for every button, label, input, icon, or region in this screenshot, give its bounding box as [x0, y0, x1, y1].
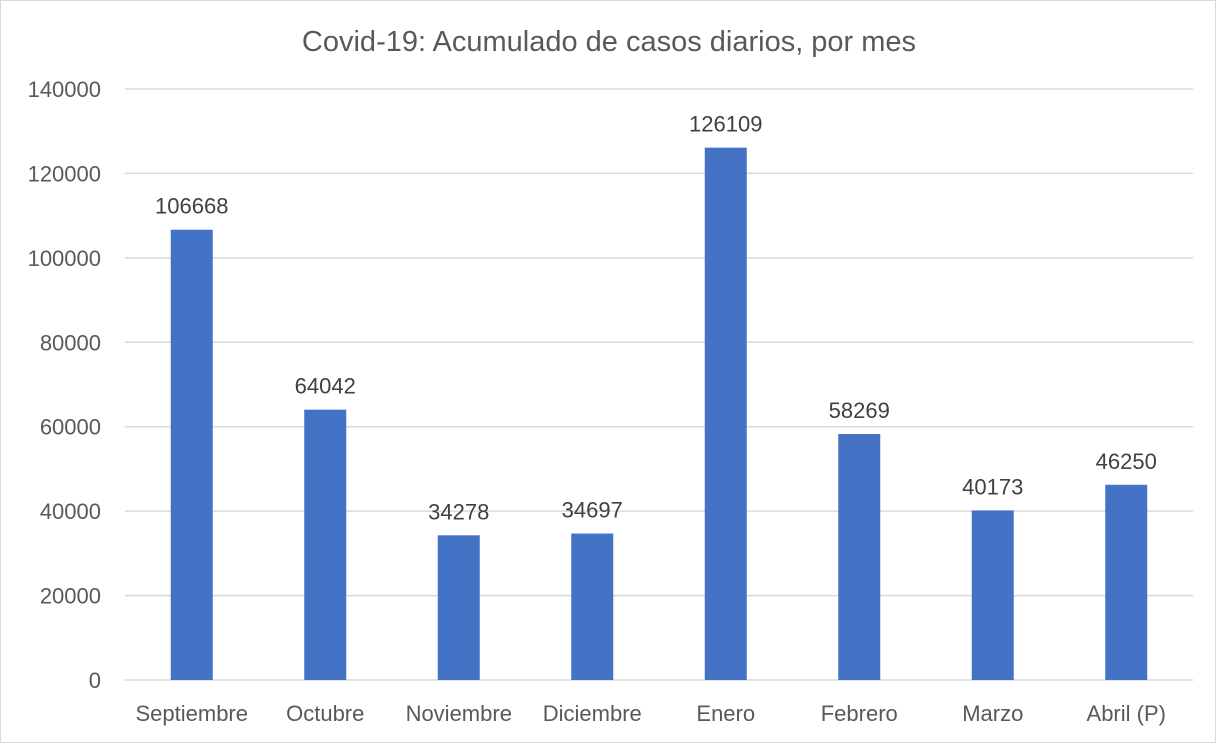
bar-value-label: 58269 [829, 398, 890, 423]
x-category-label: Diciembre [543, 701, 642, 726]
chart-title: Covid-19: Acumulado de casos diarios, po… [302, 26, 916, 58]
bar [838, 434, 881, 680]
bar [1105, 484, 1148, 680]
bars [170, 147, 1148, 680]
x-category-label: Abril (P) [1087, 701, 1166, 726]
x-category-label: Enero [696, 701, 755, 726]
x-axis-categories: Septiembre Octubre Noviembre Diciembre Enero… [135, 701, 1165, 726]
bar-value-label: 46250 [1096, 449, 1157, 474]
x-category-label: Febrero [821, 701, 898, 726]
data-labels: 106668 64042 34278 34697 126109 58269 40173 462… [155, 112, 1157, 525]
bar-value-label: 34278 [428, 499, 489, 524]
bar [704, 147, 747, 680]
y-tick-label: 20000 [40, 584, 101, 609]
y-tick-label: 120000 [28, 161, 101, 186]
x-category-label: Noviembre [406, 701, 512, 726]
bar [971, 510, 1014, 680]
bar-value-label: 40173 [962, 474, 1023, 499]
y-tick-label: 80000 [40, 330, 101, 355]
bar [170, 229, 213, 680]
gridlines [125, 88, 1193, 681]
y-tick-label: 140000 [28, 77, 101, 102]
y-axis-ticks: 0 20000 40000 60000 80000 100000 120000 140000 [28, 77, 101, 693]
bar-value-label: 64042 [295, 374, 356, 399]
bar-value-label: 126109 [689, 112, 762, 137]
bar [571, 533, 614, 680]
x-category-label: Septiembre [135, 701, 248, 726]
y-tick-label: 100000 [28, 246, 101, 271]
y-tick-label: 0 [89, 668, 101, 693]
x-category-label: Octubre [286, 701, 364, 726]
x-category-label: Marzo [962, 701, 1023, 726]
bar-value-label: 34697 [562, 498, 623, 523]
bar-value-label: 106668 [155, 194, 228, 219]
bar [304, 409, 347, 680]
bar [437, 535, 480, 680]
y-tick-label: 60000 [40, 415, 101, 440]
y-tick-label: 40000 [40, 499, 101, 524]
